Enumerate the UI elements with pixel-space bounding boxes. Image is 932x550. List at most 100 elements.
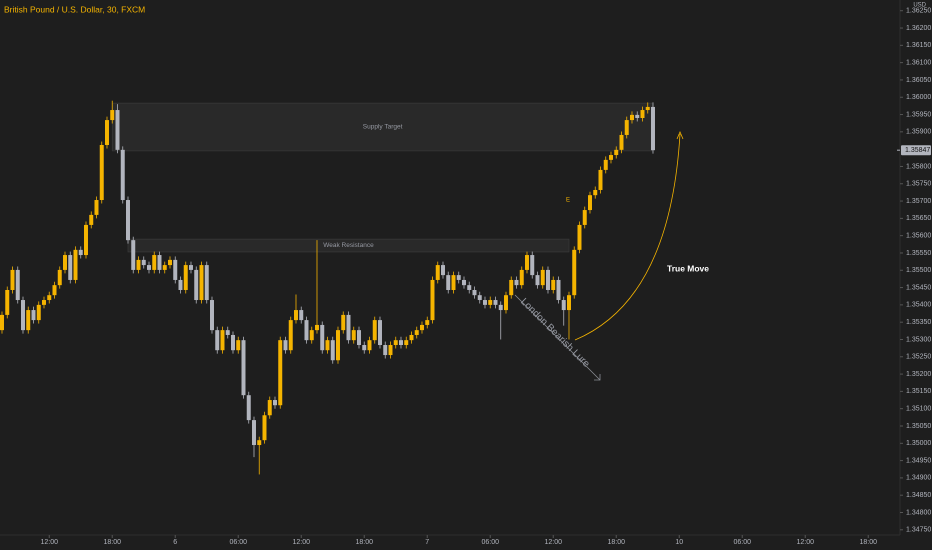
candle-body	[167, 259, 172, 266]
candle-body	[351, 330, 356, 341]
candle-body	[372, 320, 377, 341]
y-tick-label: 1.35300	[906, 336, 931, 343]
candle-body	[472, 289, 477, 296]
candle-body	[251, 420, 256, 446]
candle-body	[477, 295, 482, 301]
candle-body	[566, 295, 571, 311]
x-tick-label: 06:00	[733, 539, 751, 546]
y-tick-label: 1.34850	[906, 492, 931, 499]
y-tick-label: 1.34950	[906, 457, 931, 464]
true-move-arrowhead	[676, 130, 684, 140]
candle-body	[236, 340, 241, 351]
candle-body	[325, 340, 330, 351]
candle-body	[299, 310, 304, 321]
candle-body	[10, 269, 15, 290]
y-tick-label: 1.35350	[906, 319, 931, 326]
candle-body	[572, 249, 577, 296]
candle-body	[178, 279, 183, 290]
candle-body	[614, 149, 619, 156]
candle-body	[603, 159, 608, 170]
candle-body	[5, 289, 10, 315]
candle-body	[283, 340, 288, 351]
candle-body	[356, 330, 361, 346]
candle-body	[157, 255, 162, 270]
currency: USD	[913, 3, 926, 9]
candle-body	[293, 310, 298, 321]
x-tick-label: 12:00	[292, 539, 310, 546]
candle-body	[278, 340, 283, 406]
candle-body	[304, 320, 309, 341]
lure-arrowhead	[594, 374, 601, 381]
candle-body	[593, 189, 598, 196]
candle-body	[619, 134, 624, 150]
x-tick-label: 6	[173, 539, 177, 546]
candle-body	[57, 269, 62, 286]
y-tick-label: 1.35450	[906, 284, 931, 291]
y-tick-label: 1.36200	[906, 25, 931, 32]
chart-title: British Pound / U.S. Dollar, 30, FXCM	[4, 4, 145, 14]
candle-body	[346, 314, 351, 341]
candle-body	[341, 314, 346, 331]
x-tick-label: 18:00	[355, 539, 373, 546]
x-tick-label: 7	[425, 539, 429, 546]
x-tick-label: 06:00	[229, 539, 247, 546]
candle-body	[640, 110, 645, 119]
candle-body	[650, 106, 655, 151]
candle-body	[629, 114, 634, 121]
zone	[127, 238, 570, 253]
candle-body	[314, 324, 319, 331]
zone-label: Supply Target	[363, 124, 403, 131]
candle-body	[482, 300, 487, 305]
candle-body	[582, 210, 587, 225]
candle-body	[115, 110, 120, 150]
last-price-label: 1.35847	[905, 147, 930, 154]
candle-body	[514, 279, 519, 286]
lure-arrow	[514, 294, 601, 381]
candle-body	[488, 300, 493, 305]
candle-body	[461, 279, 466, 286]
candle-body	[272, 400, 277, 406]
zones: Supply Target Weak Resistance	[111, 102, 654, 253]
x-tick-label: 18:00	[607, 539, 625, 546]
candle-body	[309, 330, 314, 341]
candle-body	[83, 224, 88, 256]
y-tick-label: 1.35650	[906, 215, 931, 222]
candle-body	[99, 144, 104, 201]
y-tick-label: 1.36250	[906, 8, 931, 15]
candle-body	[209, 300, 214, 331]
candle-body	[446, 275, 451, 290]
zone	[111, 102, 654, 152]
x-tick-label: 18:00	[103, 539, 121, 546]
candle-body	[362, 345, 367, 351]
candle-body	[320, 324, 325, 351]
annotation: E	[566, 198, 570, 204]
y-tick-label: 1.35200	[906, 371, 931, 378]
candle-body	[26, 310, 31, 331]
y-tick-label: 1.35750	[906, 181, 931, 188]
candle-body	[540, 269, 545, 286]
candle-body	[509, 279, 514, 296]
candle-body	[645, 106, 650, 111]
last-price-tag	[901, 145, 931, 156]
candle-body	[388, 345, 393, 356]
candle-body	[62, 255, 67, 270]
x-tick-label: 12:00	[796, 539, 814, 546]
y-tick-label: 1.35700	[906, 198, 931, 205]
candle-body	[215, 330, 220, 351]
candle-body	[393, 340, 398, 346]
y-tick-label: 1.35500	[906, 267, 931, 274]
y-tick-label: 1.35250	[906, 354, 931, 361]
candle-body	[414, 330, 419, 335]
candle-body	[498, 304, 503, 311]
candle-body	[367, 340, 372, 351]
candle-body	[535, 275, 540, 286]
candle-body	[262, 415, 267, 441]
candle-body	[587, 195, 592, 211]
candle-body	[162, 265, 167, 270]
y-tick-label: 1.34900	[906, 475, 931, 482]
candle-body	[493, 300, 498, 305]
x-tick-label: 12:00	[544, 539, 562, 546]
candle-body	[377, 320, 382, 346]
candle-body	[152, 255, 157, 270]
